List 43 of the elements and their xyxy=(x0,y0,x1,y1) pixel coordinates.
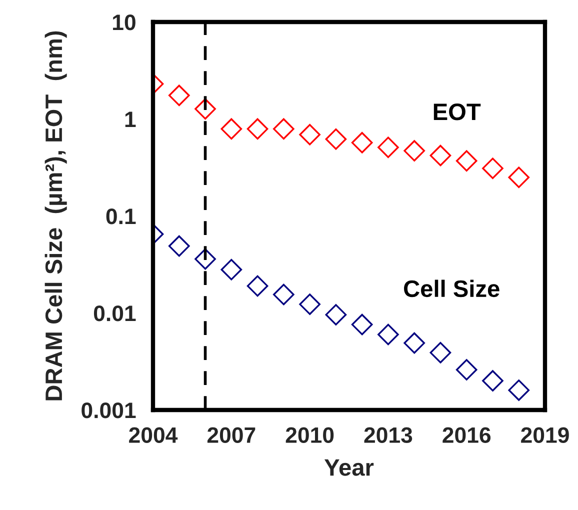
point xyxy=(456,150,478,172)
x-tick-label: 2016 xyxy=(442,427,491,443)
point xyxy=(299,124,320,146)
x-tick-label: 2019 xyxy=(521,427,569,443)
point xyxy=(404,140,425,162)
y-tick-label: 1 xyxy=(125,112,136,128)
y-tick-label: 10 xyxy=(113,14,136,30)
x-tick-label: 2004 xyxy=(129,427,178,443)
point xyxy=(351,314,373,336)
y-tick-label: 0.001 xyxy=(82,402,136,418)
point xyxy=(299,294,320,315)
point xyxy=(351,132,373,154)
point xyxy=(404,332,425,354)
point xyxy=(168,235,190,257)
point xyxy=(220,258,242,280)
point xyxy=(168,84,190,106)
point xyxy=(430,144,452,166)
point xyxy=(430,342,452,364)
y-tick-label: 0.1 xyxy=(106,208,136,224)
point xyxy=(273,118,294,140)
point xyxy=(273,284,294,306)
point xyxy=(456,359,478,380)
x-tick-label: 2013 xyxy=(364,427,412,444)
y-axis-title: DRAM Cell Size (µm²), EOT (nm) xyxy=(44,31,67,400)
point xyxy=(325,304,347,326)
x-axis-title: Year xyxy=(324,459,374,476)
series-label: EOT xyxy=(434,104,481,120)
point xyxy=(378,324,399,346)
point xyxy=(508,166,530,188)
point xyxy=(508,380,530,401)
point xyxy=(194,98,216,120)
point xyxy=(246,275,268,297)
point xyxy=(482,370,504,392)
x-tick-label: 2007 xyxy=(207,427,256,443)
point xyxy=(482,158,504,179)
point xyxy=(220,118,242,140)
series-label: Cell Size xyxy=(404,280,500,298)
point xyxy=(246,118,268,140)
point xyxy=(325,128,347,150)
x-tick-label: 2010 xyxy=(286,427,334,443)
point xyxy=(378,136,399,158)
point xyxy=(194,248,216,270)
y-tick-label: 0.01 xyxy=(94,306,136,322)
